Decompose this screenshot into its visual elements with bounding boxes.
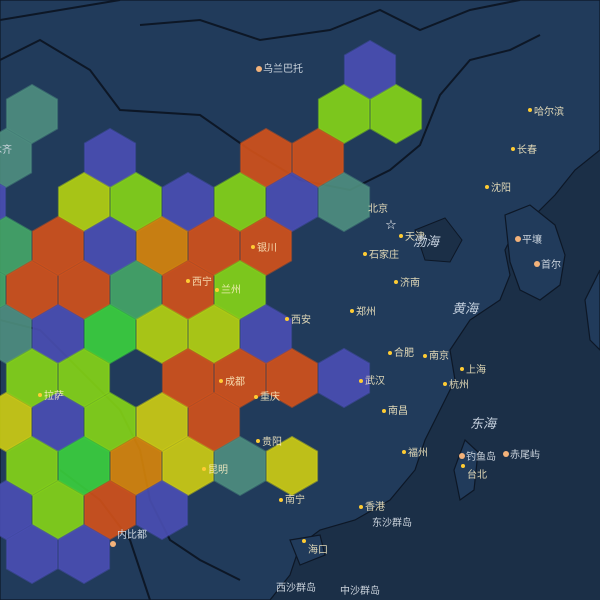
place-label: 兰州 — [221, 283, 241, 296]
place-label: 昆明 — [208, 464, 228, 476]
place-label: 哈尔滨 — [534, 105, 564, 118]
city-marker — [394, 280, 398, 284]
city-marker — [423, 354, 427, 358]
hexbin-cell[interactable] — [265, 435, 319, 497]
place-label: 乌鲁木齐 — [0, 143, 12, 156]
city-marker — [251, 245, 255, 249]
place-label: 沈阳 — [491, 181, 511, 194]
city-marker — [359, 505, 363, 509]
place-label: 南京 — [429, 349, 449, 362]
place-label: 香港 — [365, 501, 385, 513]
city-marker — [359, 379, 363, 383]
place-label: 上海 — [466, 363, 486, 376]
city-marker — [515, 236, 521, 242]
city-marker — [528, 108, 532, 112]
city-marker — [503, 451, 509, 457]
city-marker — [460, 367, 464, 371]
hexbin-cell[interactable] — [265, 347, 319, 409]
place-label: 渤海 — [413, 235, 441, 250]
city-marker — [279, 498, 283, 502]
city-marker — [285, 317, 289, 321]
place-label: 长春 — [517, 144, 537, 156]
hexbin-cell[interactable] — [317, 171, 371, 233]
city-marker — [186, 279, 190, 283]
hexbin-cell[interactable] — [0, 173, 7, 231]
hexbin-cell[interactable] — [369, 83, 423, 145]
city-marker — [511, 147, 515, 151]
city-marker — [485, 185, 489, 189]
bohai-sea — [414, 217, 463, 263]
place-label: 乌兰巴托 — [263, 62, 303, 75]
hexbin-cell[interactable] — [213, 435, 267, 497]
place-label: 东海 — [470, 417, 498, 432]
northern-border — [0, 0, 521, 42]
place-label: 海口 — [308, 543, 328, 556]
hexbin-cell[interactable] — [57, 523, 111, 585]
city-marker — [363, 252, 367, 256]
city-marker — [402, 450, 406, 454]
city-marker — [534, 261, 540, 267]
capital-star-icon: ☆ — [385, 218, 397, 233]
city-marker — [202, 467, 206, 471]
hexbin-cell[interactable] — [317, 347, 371, 409]
city-marker — [256, 66, 262, 72]
korea-peninsula — [504, 204, 566, 301]
city-marker — [110, 541, 116, 547]
city-marker — [382, 409, 386, 413]
city-marker — [219, 379, 223, 383]
hexbin-cell[interactable] — [5, 523, 59, 585]
place-label: 北京 — [368, 202, 388, 215]
place-label: 西宁 — [192, 275, 212, 288]
city-marker — [388, 351, 392, 355]
city-marker — [302, 539, 306, 543]
place-label: 西安 — [291, 313, 311, 326]
place-label: 石家庄 — [369, 248, 399, 261]
city-marker — [461, 464, 465, 468]
hexbin-cell[interactable] — [135, 479, 189, 541]
place-label: 拉萨 — [44, 389, 64, 402]
place-label: 福州 — [408, 446, 428, 459]
hexbin-cell[interactable] — [0, 261, 7, 319]
place-label: 郑州 — [356, 305, 376, 318]
place-label: 赤尾屿 — [510, 449, 540, 461]
city-marker — [254, 395, 258, 399]
place-label: 成都 — [225, 376, 245, 388]
place-label: 武汉 — [365, 374, 385, 387]
place-label: 钓鱼岛 — [466, 450, 496, 463]
city-marker — [399, 234, 403, 238]
place-label: 合肥 — [394, 346, 414, 359]
city-marker — [443, 382, 447, 386]
place-label: 东沙群岛 — [372, 516, 412, 529]
hainan-island — [289, 534, 326, 566]
place-label: 天津 — [405, 231, 425, 243]
place-label: 南宁 — [285, 493, 305, 506]
place-label: 内比都 — [117, 528, 147, 541]
city-marker — [459, 453, 465, 459]
place-label: 贵阳 — [262, 435, 282, 448]
place-label: 银川 — [257, 241, 277, 254]
place-label: 杭州 — [449, 378, 469, 391]
place-label: 济南 — [400, 276, 420, 289]
place-label: 西沙群岛 — [276, 581, 316, 594]
hexbin-layer — [0, 39, 423, 585]
japan-island — [584, 269, 600, 351]
city-marker — [38, 393, 42, 397]
city-marker — [256, 439, 260, 443]
city-marker — [350, 309, 354, 313]
place-label: 首尔 — [541, 258, 561, 271]
place-label: 南昌 — [388, 404, 408, 417]
place-label: 中沙群岛 — [340, 584, 380, 597]
place-label: 平壤 — [522, 233, 542, 246]
city-marker — [215, 288, 219, 292]
place-label: 重庆 — [260, 390, 280, 403]
place-label: 台北 — [467, 468, 487, 481]
place-label: 黄海 — [452, 302, 480, 317]
